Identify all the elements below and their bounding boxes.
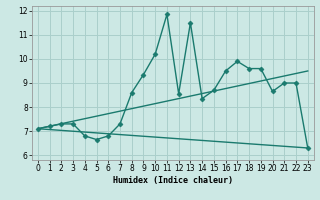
X-axis label: Humidex (Indice chaleur): Humidex (Indice chaleur) [113, 176, 233, 185]
